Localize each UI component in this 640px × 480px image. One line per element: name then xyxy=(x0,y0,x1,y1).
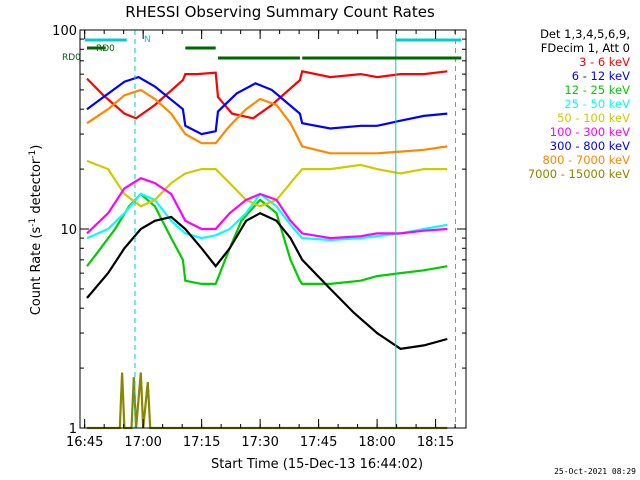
y-axis-label-sup: -1 xyxy=(28,218,38,227)
x-axis: 16:45 17:00 17:15 17:30 17:45 18:00 18:15 xyxy=(66,30,456,450)
x-axis-label: Start Time (15-Dec-13 16:44:02) xyxy=(211,457,423,472)
legend-header-2: FDecim 1, Att 0 xyxy=(541,41,630,55)
series-line-8 xyxy=(86,88,448,155)
x-tick-label-5: 17:45 xyxy=(300,435,337,450)
chart-title: RHESSI Observing Summary Count Rates xyxy=(125,3,435,21)
footer-date: 25-Oct-2021 08:29 xyxy=(554,467,636,476)
annotation-3: RD0 xyxy=(62,53,81,63)
x-tick-label-7: 18:15 xyxy=(417,435,454,450)
y-axis: 1 10 100 xyxy=(52,24,466,437)
legend-entry-3: 12 - 25 keV xyxy=(564,83,630,97)
x-tick-label-6: 18:00 xyxy=(358,435,395,450)
legend-entry-5: 50 - 100 keV xyxy=(557,111,630,125)
legend-entry-1: 3 - 6 keV xyxy=(579,55,630,69)
plot-overlays: N RD0 RD0 xyxy=(62,30,462,428)
y-axis-label-base: Count Rate (s xyxy=(29,227,44,316)
series-line-4 xyxy=(86,192,448,242)
annotation-2: RD0 xyxy=(96,44,115,54)
y-tick-label-2: 10 xyxy=(60,223,77,238)
legend-entry-9: 7000 - 15000 keV xyxy=(528,167,630,181)
x-tick-label-4: 17:30 xyxy=(241,435,278,450)
legend-entry-7: 300 - 800 keV xyxy=(550,139,630,153)
y-tick-label-3: 100 xyxy=(52,24,77,39)
series-line-6 xyxy=(86,176,448,240)
legend-entry-4: 25 - 50 keV xyxy=(564,97,630,111)
y-axis-label-end: ) xyxy=(29,145,44,150)
legend-entry-2: 6 - 12 keV xyxy=(572,69,630,83)
y-axis-label-sup2: -1 xyxy=(28,150,38,159)
legend-entry-6: 100 - 300 keV xyxy=(550,125,630,139)
series-line-black xyxy=(86,211,448,350)
legend-header-1: Det 1,3,4,5,6,9, xyxy=(540,27,630,41)
y-axis-label-mid: detector xyxy=(29,158,44,218)
x-tick-label-1: 16:45 xyxy=(66,435,103,450)
x-tick-label-2: 17:00 xyxy=(124,435,161,450)
y-axis-label: Count Rate (s-1 detector-1) xyxy=(28,145,44,316)
plot-series-group xyxy=(86,70,448,430)
series-line-2 xyxy=(86,75,448,136)
series-line-1 xyxy=(86,70,448,120)
legend: Det 1,3,4,5,6,9,FDecim 1, Att 03 - 6 keV… xyxy=(528,27,630,181)
legend-entry-8: 800 - 7000 keV xyxy=(542,153,630,167)
x-tick-label-3: 17:15 xyxy=(183,435,220,450)
annotation-1: N xyxy=(144,35,151,45)
y-tick-label-1: 1 xyxy=(69,422,77,437)
